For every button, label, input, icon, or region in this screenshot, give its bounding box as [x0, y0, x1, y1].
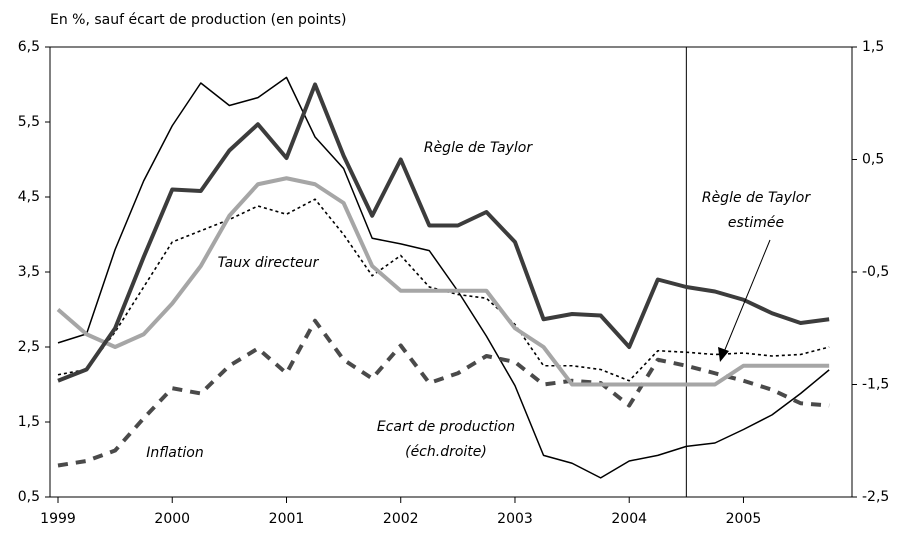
series-line	[56, 176, 830, 387]
y2-tick-label: 0,5	[862, 152, 884, 168]
y-tick-label: 6,5	[18, 39, 40, 55]
label-line: estimée	[728, 215, 784, 231]
x-tick-label: 2004	[611, 511, 647, 527]
x-tick-label: 2003	[497, 511, 533, 527]
chart-subtitle: En %, sauf écart de production (en point…	[50, 12, 347, 28]
y-tick-label: 0,5	[18, 489, 40, 505]
y-tick-label: 1,5	[18, 414, 40, 430]
series-label: Inflation	[146, 445, 203, 461]
y2-tick-label: -1,5	[862, 377, 889, 393]
series-line	[57, 318, 830, 468]
y2-tick-label: 1,5	[862, 39, 884, 55]
series-line	[57, 76, 830, 479]
series-label: Taux directeur	[218, 255, 320, 271]
series-line	[57, 82, 830, 383]
label-line: Ecart de production	[377, 419, 515, 435]
y-tick-label: 3,5	[18, 264, 40, 280]
series-label: Règle de Taylor estimée	[702, 190, 812, 231]
arrow-head	[718, 347, 729, 362]
label-line: (éch.droite)	[405, 444, 487, 460]
label-line: Règle de Taylor	[702, 190, 812, 206]
series-label: Règle de Taylor	[424, 140, 534, 156]
y2-tick-label: -2,5	[862, 489, 889, 505]
arrow-shaft	[723, 239, 771, 353]
x-tick-label: 2002	[383, 511, 419, 527]
x-tick-label: 2000	[154, 511, 190, 527]
y-tick-label: 4,5	[18, 189, 40, 205]
x-tick-label: 1999	[40, 511, 76, 527]
series-line	[57, 198, 830, 382]
x-tick-label: 2005	[726, 511, 762, 527]
y-tick-label: 5,5	[18, 114, 40, 130]
y-tick-label: 2,5	[18, 339, 40, 355]
x-tick-label: 2001	[269, 511, 305, 527]
series-label: Ecart de production (éch.droite)	[377, 419, 515, 460]
y2-tick-label: -0,5	[862, 264, 889, 280]
